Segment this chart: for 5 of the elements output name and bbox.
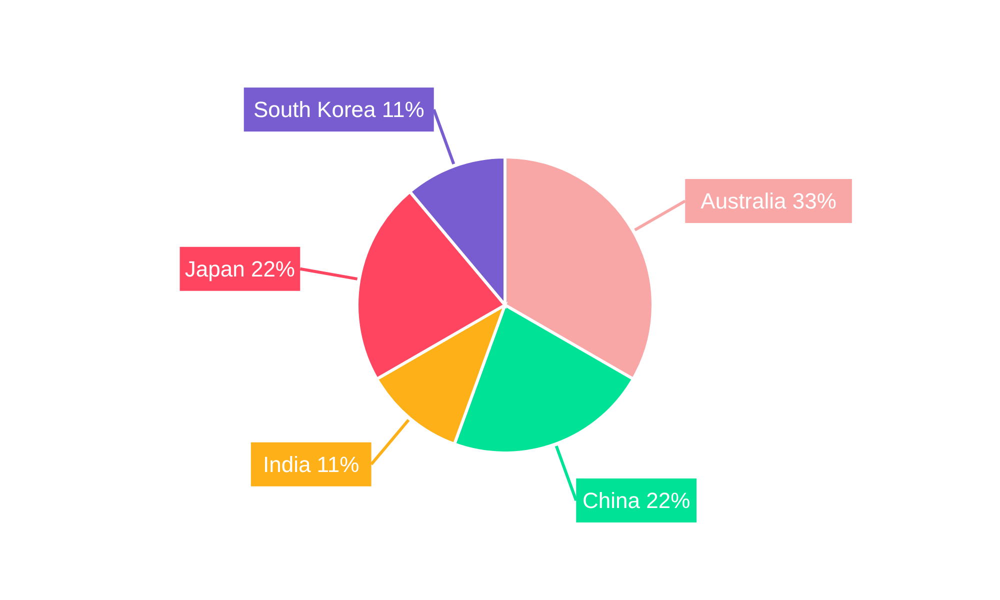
- slice-label: China 22%: [582, 488, 690, 513]
- slice-label: India 11%: [262, 452, 360, 477]
- slice-label: Japan 22%: [184, 256, 296, 282]
- slice-label: Australia 33%: [700, 188, 836, 214]
- slice-label: South Korea 11%: [253, 97, 424, 122]
